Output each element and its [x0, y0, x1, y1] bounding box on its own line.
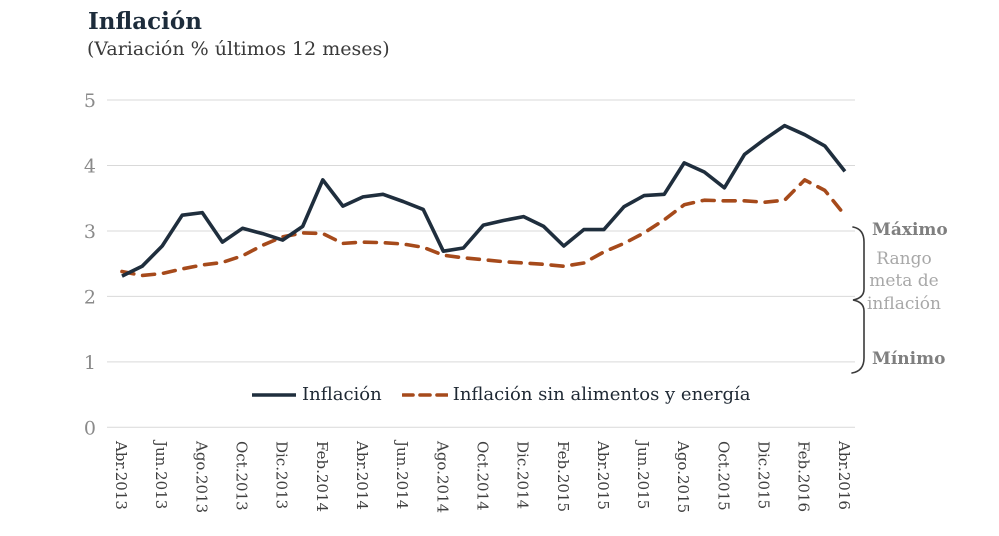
svg-text:4: 4: [84, 156, 96, 178]
svg-text:Abr.2016: Abr.2016: [835, 440, 853, 510]
svg-text:Ago.2015: Ago.2015: [674, 440, 692, 513]
svg-text:Dic.2013: Dic.2013: [273, 441, 291, 509]
svg-text:Oct.2014: Oct.2014: [473, 441, 491, 511]
chart-legend: Inflación Inflación sin alimentos y ener…: [251, 384, 750, 405]
svg-text:Feb.2015: Feb.2015: [554, 441, 572, 512]
page-subtitle: (Variación % últimos 12 meses): [87, 38, 390, 60]
svg-text:5: 5: [84, 90, 96, 112]
svg-text:Jun.2014: Jun.2014: [393, 439, 411, 509]
svg-text:Dic.2014: Dic.2014: [514, 441, 532, 509]
svg-text:Abr.2015: Abr.2015: [594, 440, 612, 510]
svg-text:Jun.2015: Jun.2015: [634, 439, 652, 509]
target-range-min-label: Mínimo: [872, 349, 946, 369]
svg-text:Abr.2013: Abr.2013: [112, 440, 130, 510]
curly-brace-icon: [851, 226, 865, 374]
target-range-label: Rango meta de inflación: [866, 249, 941, 314]
svg-text:2: 2: [84, 286, 96, 308]
svg-text:Feb.2016: Feb.2016: [795, 441, 813, 512]
svg-text:Jun.2013: Jun.2013: [152, 439, 170, 509]
svg-text:Ago.2013: Ago.2013: [192, 440, 210, 513]
svg-text:1: 1: [84, 352, 96, 374]
target-range-max-label: Máximo: [872, 220, 948, 240]
svg-text:Feb.2014: Feb.2014: [313, 441, 331, 512]
dashed-line-icon: [401, 392, 448, 397]
solid-line-icon: [252, 392, 296, 397]
svg-text:Abr.2014: Abr.2014: [353, 440, 371, 510]
legend-label: Inflación: [302, 384, 382, 405]
svg-text:Dic.2015: Dic.2015: [755, 441, 773, 509]
legend-label: Inflación sin alimentos y energía: [452, 384, 751, 405]
svg-text:Oct.2013: Oct.2013: [232, 441, 250, 511]
svg-text:3: 3: [84, 221, 96, 243]
svg-text:Ago.2014: Ago.2014: [433, 440, 451, 513]
legend-item-inflacion: Inflación: [251, 384, 382, 405]
svg-text:Oct.2015: Oct.2015: [714, 441, 732, 511]
legend-item-inflacion-core: Inflación sin alimentos y energía: [401, 384, 751, 405]
svg-text:0: 0: [84, 417, 96, 439]
page-title: Inflación: [88, 8, 202, 35]
